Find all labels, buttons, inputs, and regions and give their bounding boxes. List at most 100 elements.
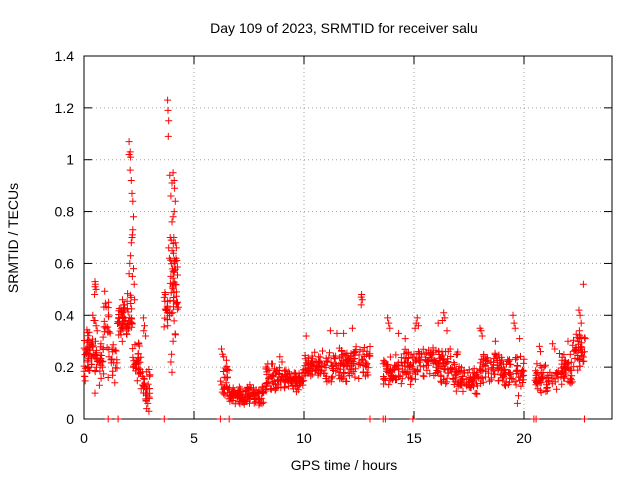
data-point (486, 377, 493, 385)
data-point (130, 357, 138, 365)
data-point (100, 370, 108, 378)
data-point (160, 293, 168, 301)
data-point (443, 374, 451, 382)
data-point (170, 177, 178, 184)
data-point (171, 330, 179, 338)
data-point (128, 315, 135, 323)
data-point (535, 342, 543, 350)
data-point (91, 367, 99, 374)
data-point (413, 314, 421, 322)
data-point (171, 197, 179, 205)
data-point (330, 355, 338, 363)
data-point (165, 244, 173, 252)
data-point (469, 373, 477, 381)
data-point (296, 375, 304, 383)
data-point (421, 350, 429, 358)
axis-ticks: 0 0.2 0.4 0.6 0.8 1 1.2 1.4 0 5 10 15 20 (55, 48, 612, 446)
data-point (99, 333, 107, 341)
data-point (491, 337, 499, 345)
data-point (268, 373, 276, 381)
data-point (429, 344, 437, 352)
x-tick-label: 10 (296, 430, 312, 446)
data-point (223, 366, 231, 373)
data-point (133, 377, 141, 385)
data-point (489, 367, 497, 375)
data-point (384, 314, 392, 322)
data-point (572, 346, 579, 354)
data-point (103, 344, 111, 352)
data-point (386, 353, 394, 361)
data-point (543, 387, 551, 395)
data-point (171, 239, 179, 247)
data-point (164, 132, 172, 140)
data-point (576, 335, 584, 342)
data-point (119, 312, 127, 320)
data-point (564, 377, 572, 385)
data-point (225, 415, 233, 423)
data-point (495, 377, 503, 385)
data-point (478, 355, 486, 363)
data-point (479, 378, 487, 386)
data-point (234, 392, 242, 400)
data-point (126, 166, 134, 174)
data-point (169, 213, 177, 221)
data-point (454, 378, 462, 386)
data-point (164, 96, 172, 104)
data-point (553, 385, 561, 393)
data-point (574, 366, 582, 374)
data-point (143, 368, 151, 376)
data-point (438, 347, 446, 355)
data-point (170, 317, 178, 325)
data-point (336, 368, 344, 376)
data-point (425, 354, 433, 361)
data-point (542, 361, 549, 369)
data-point (473, 368, 481, 376)
data-point (477, 374, 485, 382)
data-point (170, 208, 178, 216)
data-point (127, 252, 135, 260)
data-point (404, 348, 412, 356)
data-point (360, 344, 368, 351)
data-point (443, 359, 451, 367)
data-point (170, 259, 178, 267)
data-point (309, 362, 317, 370)
data-point (560, 373, 568, 380)
data-point (138, 372, 146, 380)
data-point (575, 327, 583, 335)
data-point (169, 267, 177, 275)
y-tick-label: 1.4 (55, 48, 75, 64)
data-point (390, 365, 398, 373)
data-point (91, 278, 99, 286)
data-point (289, 382, 297, 390)
data-point (395, 365, 403, 373)
y-tick-label: 1 (66, 152, 74, 168)
data-point (140, 327, 148, 335)
data-point (92, 337, 99, 345)
data-point (294, 374, 302, 382)
data-point (172, 254, 180, 262)
data-point (301, 365, 309, 373)
data-point (84, 332, 92, 340)
data-point (509, 311, 517, 319)
data-point (221, 385, 228, 392)
data-point (263, 382, 270, 390)
data-point (558, 353, 566, 361)
data-point (402, 369, 410, 377)
data-point (401, 345, 409, 353)
data-point (336, 365, 344, 373)
data-point (490, 370, 498, 378)
data-point (128, 234, 136, 241)
data-point (437, 371, 445, 379)
data-point (164, 106, 172, 114)
data-point (294, 386, 302, 394)
data-point (380, 380, 388, 388)
data-point (141, 322, 148, 330)
data-point (91, 291, 99, 298)
data-point (171, 280, 179, 288)
data-point (143, 405, 151, 413)
data-point (117, 331, 125, 339)
data-point (80, 367, 88, 375)
data-point (351, 349, 358, 356)
data-point (415, 358, 423, 366)
data-point (415, 349, 423, 357)
